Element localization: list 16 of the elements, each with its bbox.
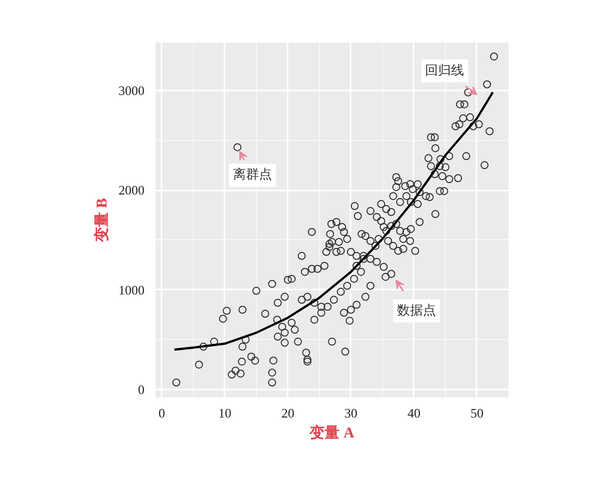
y-tick-label: 0	[138, 382, 144, 398]
x-tick-label: 10	[218, 406, 232, 420]
annotation: 离群点	[232, 166, 272, 183]
x-tick-label: 50	[470, 406, 484, 420]
x-axis-title: 变量 A	[308, 424, 354, 442]
x-tick-label: 20	[281, 406, 294, 420]
annotation: 数据点	[397, 303, 436, 318]
annotation: 回归线	[425, 63, 464, 78]
x-tick-label: 0	[158, 406, 166, 420]
x-tick-label: 40	[407, 406, 420, 420]
y-tick-label: 3000	[118, 82, 144, 98]
y-axis-title: 变量 B	[92, 198, 110, 243]
y-tick-label: 2000	[118, 182, 144, 198]
line-series	[173, 91, 494, 351]
y-tick-label: 1000	[118, 282, 144, 298]
x-tick-label: 30	[344, 406, 358, 420]
